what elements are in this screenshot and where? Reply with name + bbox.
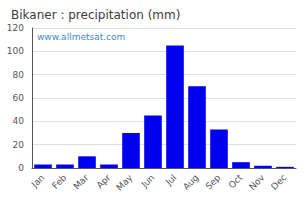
svg-text:Nov: Nov xyxy=(247,172,267,192)
svg-text:Jan: Jan xyxy=(29,172,47,190)
svg-text:Sep: Sep xyxy=(203,172,222,191)
svg-text:Feb: Feb xyxy=(50,172,69,191)
svg-text:Jun: Jun xyxy=(139,172,157,190)
svg-text:Dec: Dec xyxy=(269,172,288,191)
svg-text:Mar: Mar xyxy=(71,172,90,191)
svg-text:120: 120 xyxy=(7,23,24,33)
svg-text:40: 40 xyxy=(13,116,25,126)
svg-text:20: 20 xyxy=(13,140,25,150)
svg-text:Jul: Jul xyxy=(163,172,178,187)
svg-text:Aug: Aug xyxy=(181,172,200,191)
svg-text:www.allmetsat.com: www.allmetsat.com xyxy=(37,32,125,42)
svg-text:Oct: Oct xyxy=(226,172,244,190)
svg-text:May: May xyxy=(114,172,135,193)
svg-text:0: 0 xyxy=(18,163,24,173)
svg-text:100: 100 xyxy=(7,46,24,56)
svg-text:80: 80 xyxy=(13,70,25,80)
svg-text:Apr: Apr xyxy=(94,172,112,190)
svg-text:Bikaner : precipitation (mm): Bikaner : precipitation (mm) xyxy=(11,8,180,22)
svg-text:60: 60 xyxy=(13,93,25,103)
